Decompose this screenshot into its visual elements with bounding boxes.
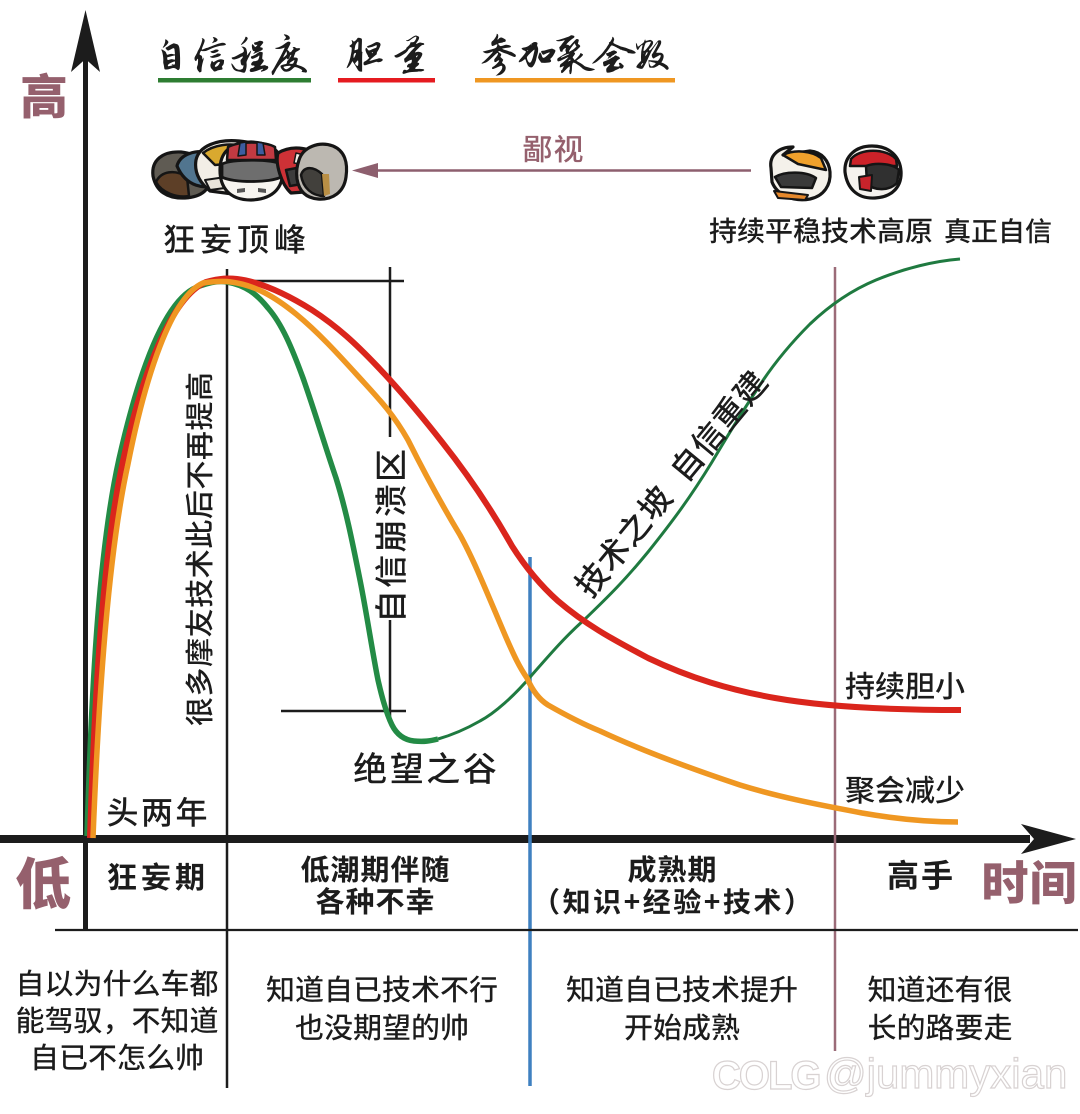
svg-text:COLG: COLG bbox=[712, 1054, 820, 1098]
svg-text:@jummyxian: @jummyxian bbox=[824, 1050, 1067, 1097]
